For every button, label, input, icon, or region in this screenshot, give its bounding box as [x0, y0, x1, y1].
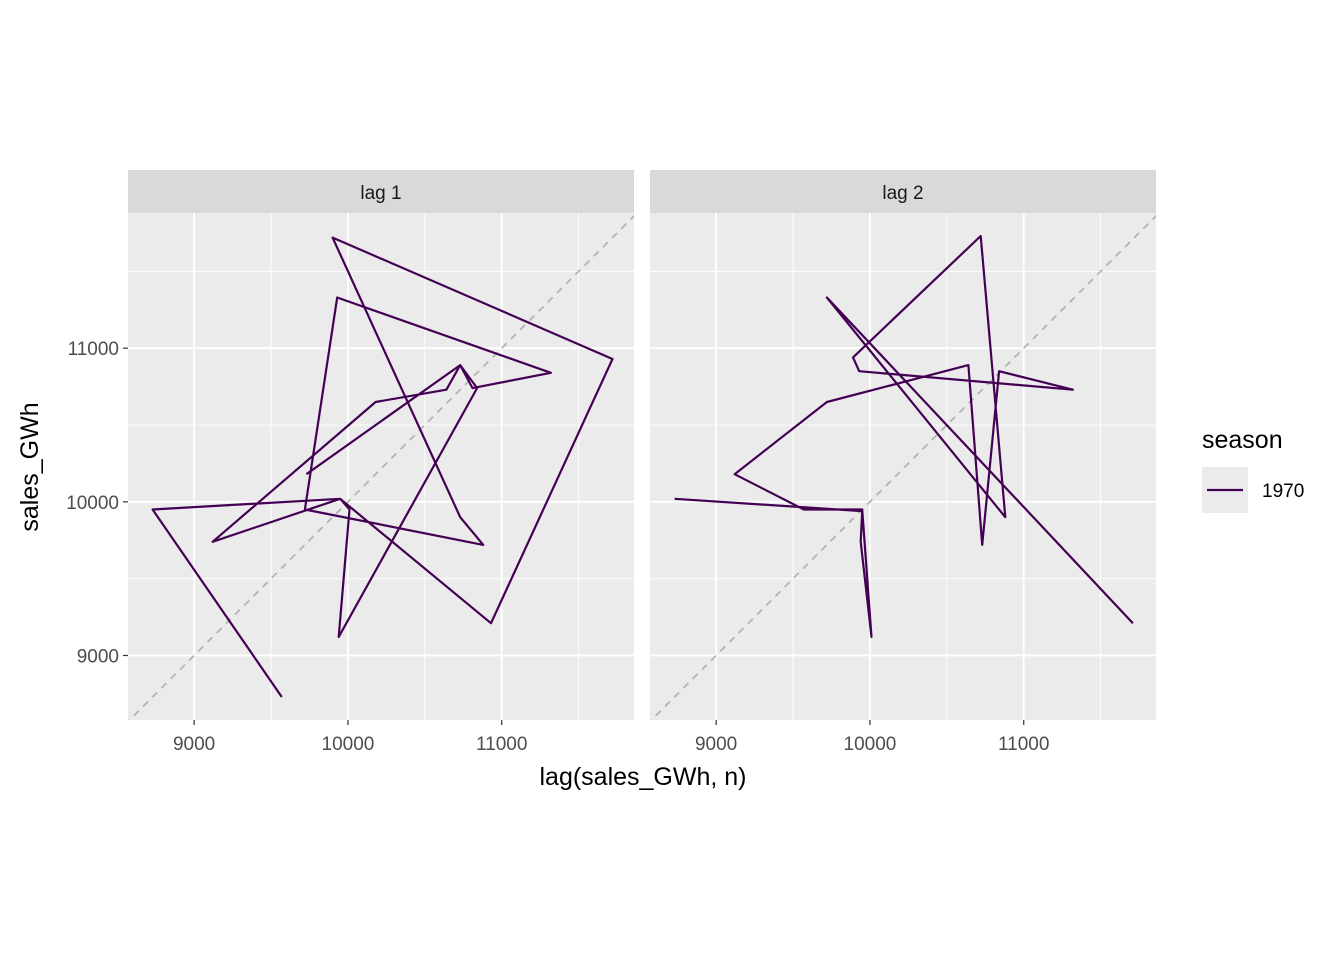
panels: lag 1 9000 10000 11000 9000 10000 11000 lag 2 90…: [66, 170, 1156, 755]
x-tick-label: 10000: [844, 734, 897, 755]
y-tick-label: 10000: [66, 493, 119, 514]
panel-plot-area: [650, 213, 1156, 720]
y-tick-label: 11000: [68, 339, 119, 360]
legend-label: 1970: [1262, 481, 1304, 502]
series-line-1970: [151, 236, 614, 698]
x-axis-title: lag(sales_GWh, n): [539, 763, 746, 791]
x-tick-label: 9000: [173, 734, 215, 755]
panel-1: lag 1 9000 10000 11000 9000 10000 11000: [66, 170, 634, 755]
x-tick-label: 11000: [476, 734, 527, 755]
legend: season 1970: [1202, 426, 1304, 513]
panel-strip-label: lag 2: [882, 183, 923, 204]
x-tick-label: 9000: [695, 734, 737, 755]
x-tick-label: 10000: [322, 734, 375, 755]
panel-2: lag 2 9000 10000 11000: [650, 170, 1156, 755]
series-line-1970: [674, 234, 1134, 639]
panel-background: [650, 213, 1156, 720]
x-tick-label: 11000: [998, 734, 1049, 755]
panel-strip: [650, 170, 1156, 213]
y-tick-label: 9000: [77, 646, 119, 667]
y-axis-title: sales_GWh: [16, 402, 44, 531]
panel-plot-area: [128, 213, 634, 720]
reference-line-diagonal: [128, 214, 634, 720]
panel-strip-label: lag 1: [360, 183, 401, 204]
panel-background: [128, 213, 634, 720]
legend-title: season: [1202, 426, 1283, 454]
reference-line-diagonal: [650, 214, 1156, 720]
panel-strip: [128, 170, 634, 213]
